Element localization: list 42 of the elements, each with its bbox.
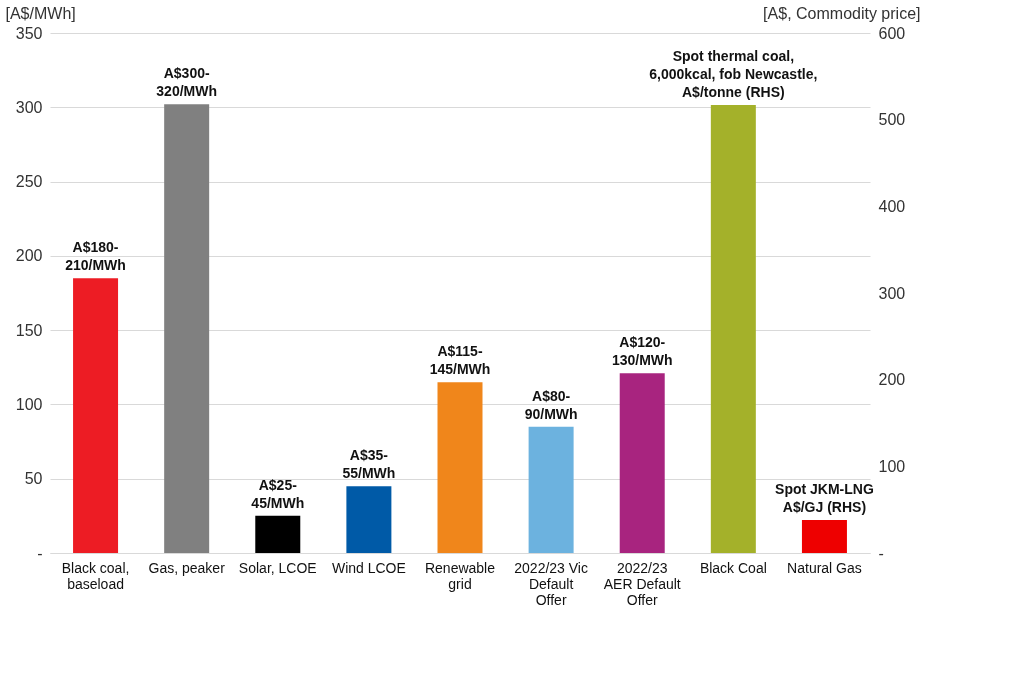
- y-tick-label: 200: [15, 247, 43, 265]
- text: A$25- 45/MWh: [251, 476, 305, 511]
- y-tick-label: -: [37, 544, 43, 562]
- y-tick-label: 50: [24, 470, 43, 488]
- bar: [164, 104, 210, 553]
- bar: [73, 278, 119, 553]
- y-tick-label: 250: [15, 173, 43, 191]
- x-tick-label: Wind LCOE: [331, 559, 406, 576]
- text: A$300- 320/MWh: [156, 65, 218, 100]
- y2-tick-label: 100: [878, 457, 906, 475]
- y2-tick-label: 400: [878, 197, 906, 215]
- text: A$115- 145/MWh: [429, 343, 491, 378]
- text: Spot JKM-LNG A$/GJ (RHS): [775, 481, 874, 516]
- x-tick-label: Black Coal: [699, 559, 767, 576]
- bar: [346, 486, 392, 553]
- x-tick-label: 2022/23 Vic Default Offer: [514, 559, 588, 608]
- y2-tick-label: 500: [878, 111, 906, 129]
- text: A$120- 130/MWh: [611, 334, 673, 369]
- x-tick-label: Solar, LCOE: [238, 559, 317, 576]
- x-tick-label: 2022/23 AER Default Offer: [603, 559, 681, 608]
- y2-tick-label: 600: [878, 24, 906, 42]
- y-tick-label: 300: [15, 98, 43, 116]
- y2-axis-title: [A$, Commodity price]: [763, 4, 921, 22]
- y-axis-title: [A$/MWh]: [5, 4, 76, 22]
- bar: [255, 515, 301, 553]
- x-tick-label: Natural Gas: [787, 559, 862, 576]
- bar: [619, 373, 665, 553]
- y2-tick-label: -: [878, 544, 884, 562]
- y-tick-label: 100: [15, 395, 43, 413]
- text: Spot thermal coal, 6,000kcal, fob Newcastle, A$/tonne (RHS): [649, 47, 818, 100]
- x-tick-label: Gas, peaker: [148, 559, 226, 576]
- y2-tick-label: 300: [878, 284, 906, 302]
- x-tick-label: Black coal, baseload: [61, 559, 130, 592]
- bar: [528, 426, 574, 553]
- text: A$80- 90/MWh: [524, 387, 578, 422]
- y-tick-label: 350: [15, 24, 43, 42]
- y2-tick-label: 200: [878, 371, 906, 389]
- text: A$180- 210/MWh: [65, 239, 126, 274]
- y-tick-label: 150: [15, 321, 43, 339]
- x-tick-label: Renewable grid: [424, 559, 496, 592]
- text: A$35- 55/MWh: [342, 447, 396, 482]
- bar: [437, 382, 483, 553]
